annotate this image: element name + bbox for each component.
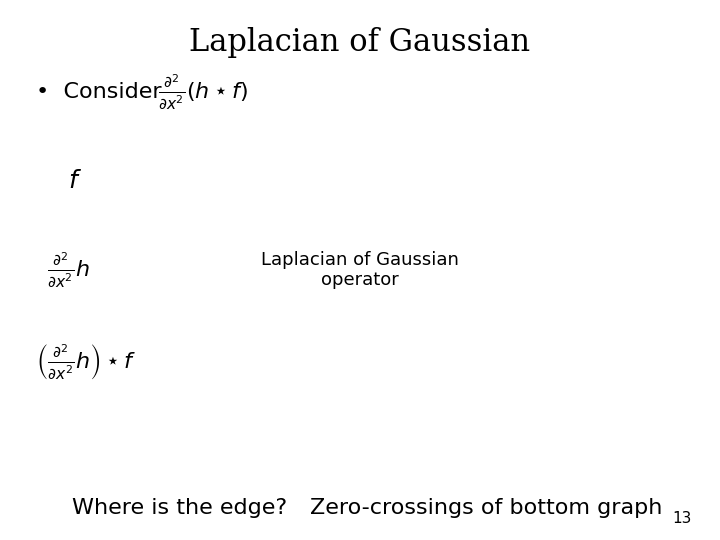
Text: Where is the edge?: Where is the edge?: [72, 497, 287, 518]
Text: •  Consider: • Consider: [36, 82, 161, 102]
Text: 13: 13: [672, 511, 691, 526]
Text: $f$: $f$: [68, 169, 82, 193]
Text: Laplacian of Gaussian: Laplacian of Gaussian: [189, 27, 531, 58]
Text: Laplacian of Gaussian
operator: Laplacian of Gaussian operator: [261, 251, 459, 289]
Text: Zero-crossings of bottom graph: Zero-crossings of bottom graph: [310, 497, 662, 518]
Text: $\frac{\partial^2}{\partial x^2}(h \star f)$: $\frac{\partial^2}{\partial x^2}(h \star…: [158, 72, 248, 111]
Text: $\frac{\partial^2}{\partial x^2}h$: $\frac{\partial^2}{\partial x^2}h$: [47, 251, 89, 289]
Text: $\left(\frac{\partial^2}{\partial x^2}h\right) \star f$: $\left(\frac{\partial^2}{\partial x^2}h\…: [36, 342, 136, 381]
